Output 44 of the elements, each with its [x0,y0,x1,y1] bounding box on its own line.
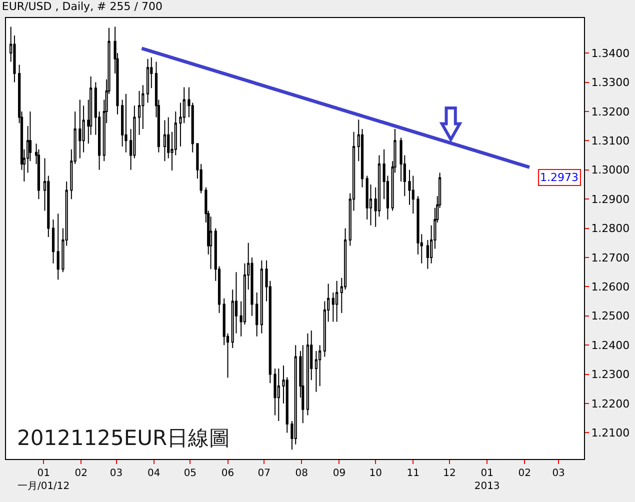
y-tick-label: 1.2200 [591,397,630,410]
x-tick-label: 10 [369,468,382,479]
y-tick-label: 1.2800 [591,222,630,236]
candlestick [260,260,263,334]
candlestick [56,213,60,280]
x-tick-label: 06 [221,468,234,479]
x-tick-label: 03 [552,468,565,479]
x-tick-label: 01 一月/01/12 [17,468,70,492]
y-tick-label: 1.2700 [591,251,630,264]
annotation: 1.2973 [540,171,578,184]
candlestick [52,219,55,264]
candlestick [146,58,150,104]
y-tick-label: 1.2900 [591,192,630,206]
y-tick-label: 1.3100 [591,134,630,148]
x-tick-label: 02 [74,468,88,479]
candlestick [256,292,258,337]
chart-title: EUR/USD , Daily, # 255 / 700 [2,0,162,14]
y-tick-label: 1.2400 [591,338,630,352]
x-tick-label: 11 [406,468,420,479]
x-tick-label: 12 [443,468,456,479]
candlestick [336,280,338,322]
x-tick-label: 09 [332,468,346,479]
x-tick-label: 07 [258,468,270,479]
y-tick-label: 1.2500 [591,310,630,323]
x-tick-label: 04 [147,468,160,479]
annotation: 20121125EUR日線圖 [17,426,230,450]
y-tick-label: 1.3000 [591,164,630,177]
y-tick-label: 1.3400 [591,46,630,60]
x-tick-label: 03 [110,468,123,479]
candlestick [78,99,82,159]
x-tick-label: 02 [518,468,531,479]
x-tick-label: 01 2013 [474,468,500,492]
candlestick [163,120,166,162]
y-tick-label: 1.2600 [591,280,630,294]
x-tick-label: 05 [184,468,197,479]
x-tick-label: 08 [295,468,308,479]
y-tick-label: 1.3300 [591,76,630,90]
candlestick [302,344,304,424]
candlestick [306,332,310,416]
candlestick [124,93,128,153]
y-tick-label: 1.2300 [591,368,630,382]
candlestick [277,368,280,422]
y-tick-label: 1.3200 [591,105,630,118]
y-tick-label: 1.2100 [591,426,630,440]
